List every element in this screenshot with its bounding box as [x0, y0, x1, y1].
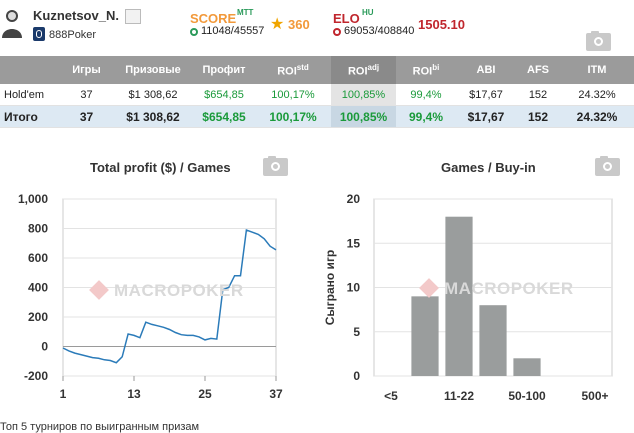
profit-chart-camera-icon[interactable]: [263, 156, 288, 176]
col-header-abi[interactable]: ABI: [456, 56, 516, 84]
watermark-logo: MACROPOKER: [419, 278, 574, 299]
bar: [411, 296, 439, 376]
cell-roi-std: 100,17%: [255, 105, 331, 128]
x-tick-label: 13: [127, 387, 141, 401]
score-rank-icon: [190, 28, 198, 36]
cell-games: 37: [60, 84, 113, 106]
col-header-roi-std[interactable]: ROIstd: [255, 56, 331, 84]
cell-abi: $17,67: [456, 84, 516, 106]
buyin-chart-camera-icon[interactable]: [595, 156, 620, 176]
star-icon: ★: [270, 16, 285, 33]
cell-roi-adj: 100,85%: [331, 105, 396, 128]
y-tick-label: 10: [347, 281, 361, 295]
watermark-logo: MACROPOKER: [89, 280, 244, 301]
y-tick-label: -200: [24, 369, 48, 383]
col-header-itm[interactable]: ITM: [560, 56, 634, 84]
col-header-type: [0, 56, 60, 84]
y-axis-label: Сыграно игр: [323, 250, 337, 326]
profit-series-line: [62, 228, 277, 364]
cell-roi-std: 100,17%: [255, 84, 331, 106]
bar: [445, 216, 473, 376]
stats-table: Игры Призовые Профит ROIstd ROIadj ROIbi…: [0, 56, 634, 128]
elo-rank-icon: [333, 28, 341, 36]
cell-afs: 152: [516, 105, 560, 128]
y-tick-label: 5: [353, 325, 360, 339]
cell-itm: 24.32%: [560, 84, 634, 106]
cell-profit: $654,85: [193, 105, 255, 128]
x-tick-label: <5: [384, 389, 398, 403]
y-tick-label: 20: [347, 192, 361, 206]
cell-prizes: $1 308,62: [113, 105, 193, 128]
cell-type: Итого: [0, 105, 60, 128]
y-tick-label: 15: [347, 236, 361, 250]
screenshot-camera-icon[interactable]: [586, 31, 611, 51]
player-name[interactable]: Kuznetsov_N.: [33, 8, 119, 23]
cell-prizes: $1 308,62: [113, 84, 193, 106]
x-tick-label: 11-22: [444, 389, 474, 403]
col-header-roi-bi[interactable]: ROIbi: [396, 56, 456, 84]
player-header: Kuznetsov_N. 888Poker SCORE MTT 11048/45…: [0, 0, 634, 52]
y-tick-label: 200: [28, 310, 48, 324]
buyin-bar-chart: 0 5 10 15 20 <5 11-22 50-100 500+ Сыграно игр: [323, 192, 613, 403]
cell-games: 37: [60, 105, 113, 128]
cell-roi-bi: 99,4%: [396, 84, 456, 106]
poker-room-name: 888Poker: [49, 29, 97, 41]
cell-roi-bi: 99,4%: [396, 105, 456, 128]
buyin-chart-title: Games / Buy-in: [441, 160, 536, 175]
avatar: [2, 10, 22, 38]
elo-type: HU: [362, 8, 374, 17]
y-tick-label: 600: [28, 251, 48, 265]
copy-name-icon[interactable]: [125, 9, 141, 24]
cell-type: Hold'em: [0, 84, 60, 106]
x-tick-label: 500+: [581, 389, 608, 403]
x-tick-label: 37: [269, 387, 283, 401]
score-type: MTT: [237, 8, 254, 17]
col-header-games[interactable]: Игры: [60, 56, 113, 84]
cell-roi-adj: 100,85%: [331, 84, 396, 106]
poker-room-icon: [33, 27, 45, 41]
y-tick-label: 0: [41, 340, 48, 354]
cell-profit: $654,85: [193, 84, 255, 106]
col-header-roi-adj[interactable]: ROIadj: [331, 56, 396, 84]
table-row: Hold'em 37 $1 308,62 $654,85 100,17% 100…: [0, 84, 634, 106]
cell-abi: $17,67: [456, 105, 516, 128]
elo-value: 1505.10: [418, 17, 465, 32]
cell-itm: 24.32%: [560, 105, 634, 128]
bar: [479, 305, 507, 376]
table-header-row: Игры Призовые Профит ROIstd ROIadj ROIbi…: [0, 56, 634, 84]
score-label: SCORE: [190, 11, 237, 26]
elo-rank: 69053/408840: [344, 25, 415, 37]
x-tick-label: 1: [60, 387, 67, 401]
y-tick-label: 0: [353, 369, 360, 383]
score-value: 360: [288, 17, 310, 32]
y-tick-label: 1,000: [18, 192, 48, 206]
x-tick-label: 25: [198, 387, 212, 401]
y-tick-label: 400: [28, 281, 48, 295]
score-rank: 11048/45557: [201, 25, 265, 37]
col-header-prizes[interactable]: Призовые: [113, 56, 193, 84]
table-row-total: Итого 37 $1 308,62 $654,85 100,17% 100,8…: [0, 105, 634, 128]
col-header-profit[interactable]: Профит: [193, 56, 255, 84]
top-tournaments-heading: Топ 5 турниров по выигранным призам: [0, 421, 200, 433]
profit-chart-title: Total profit ($) / Games: [90, 160, 231, 175]
col-header-afs[interactable]: AFS: [516, 56, 560, 84]
x-tick-label: 50-100: [508, 389, 546, 403]
bar: [513, 358, 541, 376]
cell-afs: 152: [516, 84, 560, 106]
y-tick-label: 800: [28, 222, 48, 236]
elo-label: ELO: [333, 11, 360, 26]
